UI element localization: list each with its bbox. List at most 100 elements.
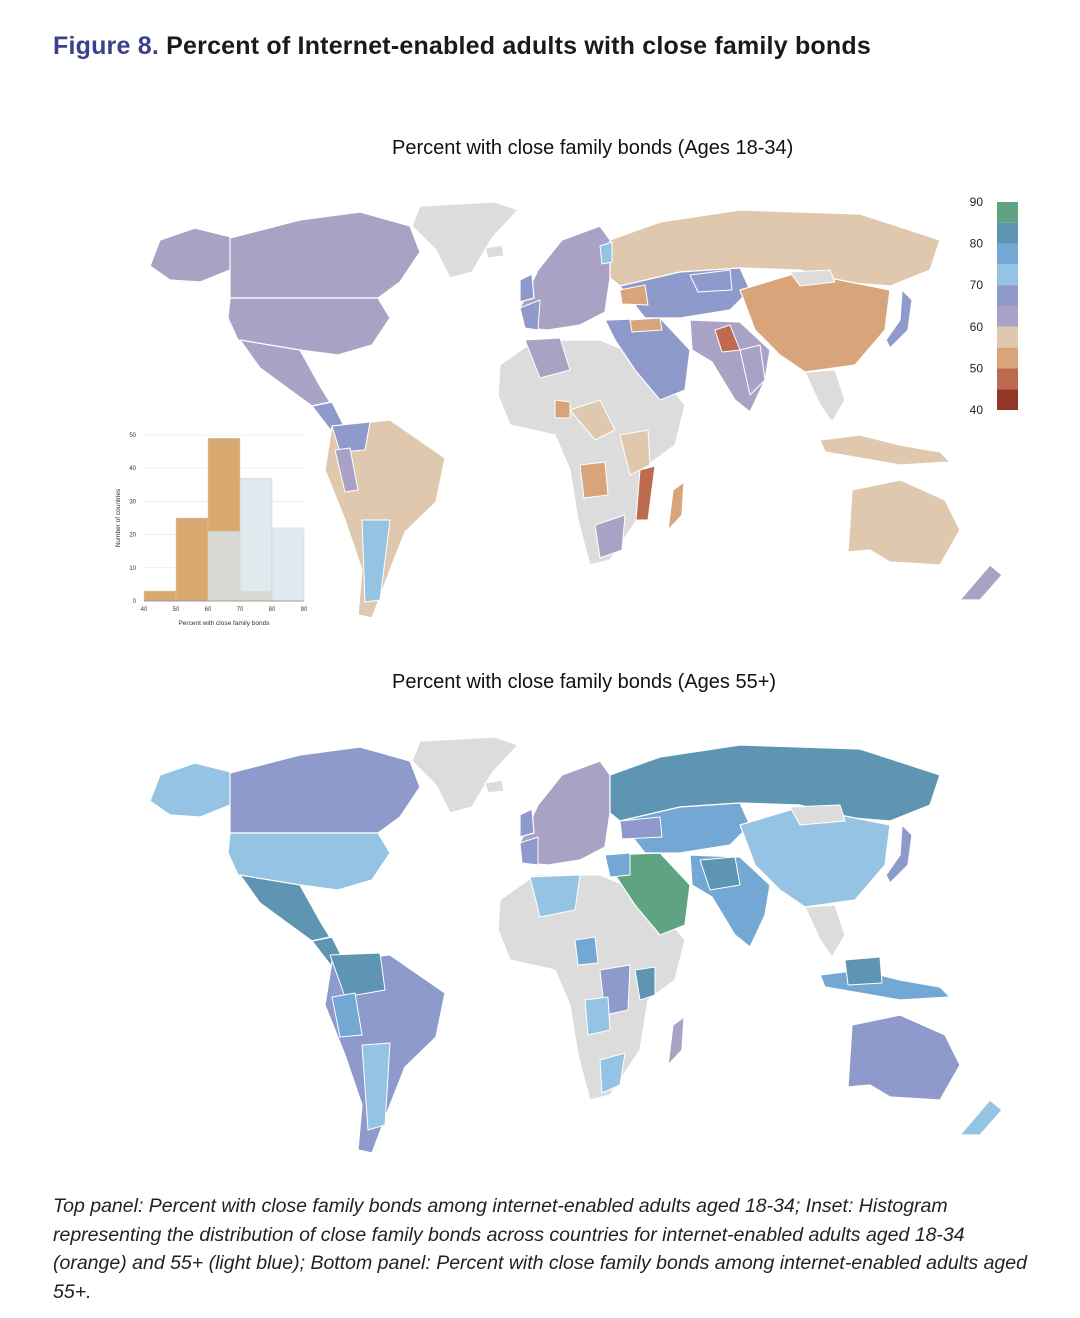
country-region xyxy=(329,952,386,998)
legend-swatch xyxy=(997,368,1018,390)
country-region xyxy=(574,936,599,966)
country-region xyxy=(361,1042,391,1131)
histogram-bar xyxy=(175,517,209,602)
figure-title: Percent of Internet-enabled adults with … xyxy=(166,32,871,60)
legend-swatch xyxy=(997,389,1018,410)
x-tick-label: 70 xyxy=(237,607,244,613)
region-iceland xyxy=(484,779,505,794)
figure-label: Figure 8. xyxy=(53,32,159,60)
country-region xyxy=(519,836,539,866)
country-region xyxy=(519,299,541,331)
y-tick-label: 10 xyxy=(129,566,136,572)
y-tick-label: 40 xyxy=(129,466,136,472)
region-uk xyxy=(519,808,535,838)
legend-swatch xyxy=(997,347,1018,369)
country-region xyxy=(594,514,626,559)
world-map-ages-18-34 xyxy=(149,201,1003,619)
region-indonesia xyxy=(819,969,951,1001)
legend-swatch xyxy=(997,285,1018,306)
histogram-bar xyxy=(271,527,305,602)
top-map-title: Percent with close family bonds (Ages 18… xyxy=(392,137,794,159)
region-japan xyxy=(885,289,913,349)
region-madagascar xyxy=(667,1016,685,1066)
country-region xyxy=(714,324,741,353)
country-region xyxy=(739,344,766,396)
region-alaska xyxy=(149,227,236,283)
country-region xyxy=(789,269,836,287)
histogram-bar xyxy=(207,531,241,602)
y-tick-label: 50 xyxy=(129,433,136,439)
x-tick-label: 90 xyxy=(301,607,308,613)
country-region xyxy=(331,992,363,1038)
legend-swatch xyxy=(997,202,1018,223)
legend-swatch xyxy=(997,243,1018,265)
x-tick-label: 40 xyxy=(141,607,148,613)
region-uk xyxy=(519,273,535,303)
country-region xyxy=(334,447,359,493)
x-tick-label: 80 xyxy=(269,607,276,613)
region-australia xyxy=(847,1014,961,1101)
region-canada xyxy=(229,746,421,834)
country-region xyxy=(604,852,631,878)
bottom-map-title: Percent with close family bonds (Ages 55… xyxy=(392,671,777,693)
country-region xyxy=(524,337,571,379)
legend-tick-label: 80 xyxy=(970,237,984,251)
figure-caption: Top panel: Percent with close family bon… xyxy=(53,1195,1027,1303)
country-region xyxy=(789,804,846,826)
region-canada xyxy=(229,211,421,299)
region-new-zealand xyxy=(959,1099,1003,1136)
country-region xyxy=(634,966,656,1001)
country-region xyxy=(529,874,581,918)
y-tick-label: 0 xyxy=(133,599,137,605)
region-central-asia xyxy=(619,802,751,854)
country-region xyxy=(554,399,571,419)
y-tick-label: 30 xyxy=(129,499,136,505)
region-usa xyxy=(227,297,391,356)
legend-tick-label: 70 xyxy=(970,278,984,292)
region-new-zealand xyxy=(959,564,1003,601)
region-greenland xyxy=(411,201,519,279)
color-scale-legend: 90 80 70 60 50 40 xyxy=(970,195,1018,417)
legend-tick-label: 40 xyxy=(970,403,984,417)
country-region xyxy=(569,399,616,441)
region-alaska xyxy=(149,762,236,818)
country-region xyxy=(629,317,663,333)
region-greenland xyxy=(411,736,519,814)
country-region xyxy=(635,465,656,521)
country-region xyxy=(619,284,649,306)
country-region xyxy=(599,1052,626,1094)
region-middle-east xyxy=(604,317,691,401)
legend-swatch xyxy=(997,306,1018,327)
region-australia xyxy=(847,479,961,566)
country-region xyxy=(689,269,733,293)
legend-tick-label: 90 xyxy=(970,195,984,209)
region-southeast-asia xyxy=(804,369,846,423)
legend-tick-label: 60 xyxy=(970,320,984,334)
region-russia xyxy=(609,744,941,822)
region-usa xyxy=(227,832,391,891)
country-region xyxy=(331,421,371,453)
country-region xyxy=(619,429,651,476)
country-region xyxy=(584,996,611,1036)
region-japan xyxy=(885,824,913,884)
legend-swatch xyxy=(997,326,1018,348)
figure-heading: Figure 8. Percent of Internet-enabled ad… xyxy=(53,32,871,61)
region-indonesia xyxy=(819,434,951,466)
country-region xyxy=(599,241,613,265)
legend-swatch xyxy=(997,222,1018,244)
country-region xyxy=(579,461,609,499)
country-region xyxy=(361,519,391,603)
region-madagascar xyxy=(667,481,685,531)
country-region xyxy=(844,956,883,986)
histogram-bar xyxy=(143,590,177,602)
country-region xyxy=(699,856,741,891)
histogram-inset: 0 10 20 30 40 50 40 50 60 70 80 90 Percent with clos… xyxy=(115,433,308,627)
country-region xyxy=(619,816,663,840)
legend-tick-label: 50 xyxy=(970,361,984,375)
y-axis-label: Number of countries xyxy=(115,488,122,547)
histogram-bar xyxy=(239,477,273,602)
region-russia xyxy=(609,209,941,287)
x-tick-label: 50 xyxy=(173,607,180,613)
world-map-ages-55-plus xyxy=(149,736,1003,1154)
y-tick-label: 20 xyxy=(129,533,136,539)
